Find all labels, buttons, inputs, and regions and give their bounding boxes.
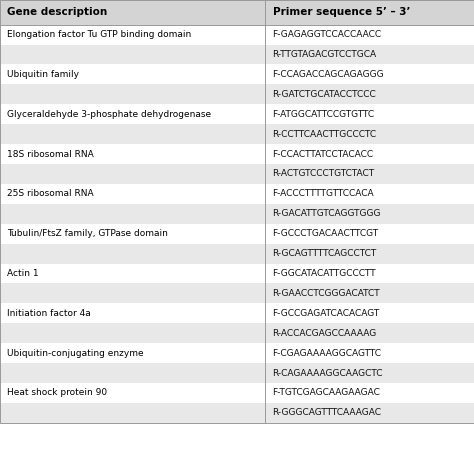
Bar xyxy=(265,45,474,64)
Bar xyxy=(265,264,474,283)
Bar xyxy=(0,264,265,283)
Text: F-ATGGCATTCCGTGTTC: F-ATGGCATTCCGTGTTC xyxy=(273,110,374,118)
Bar xyxy=(0,343,265,363)
Bar xyxy=(265,144,474,164)
Text: R-GGGCAGTTTCAAAGAC: R-GGGCAGTTTCAAAGAC xyxy=(273,409,382,417)
Bar xyxy=(265,104,474,124)
Text: R-TTGTAGACGTCCTGCA: R-TTGTAGACGTCCTGCA xyxy=(273,50,377,59)
Bar xyxy=(265,224,474,244)
Text: R-ACCACGAGCCAAAAG: R-ACCACGAGCCAAAAG xyxy=(273,329,377,337)
Bar xyxy=(265,164,474,184)
Text: Heat shock protein 90: Heat shock protein 90 xyxy=(7,389,107,397)
Text: F-CCACTTATCCTACACC: F-CCACTTATCCTACACC xyxy=(273,150,374,158)
Text: R-CAGAAAAGGCAAGCTC: R-CAGAAAAGGCAAGCTC xyxy=(273,369,383,377)
Bar xyxy=(265,25,474,45)
Text: Elongation factor Tu GTP binding domain: Elongation factor Tu GTP binding domain xyxy=(7,30,191,39)
Bar xyxy=(0,303,265,323)
Bar xyxy=(265,383,474,403)
Text: F-TGTCGAGCAAGAAGAC: F-TGTCGAGCAAGAAGAC xyxy=(273,389,381,397)
Text: F-GGCATACATTGCCCTT: F-GGCATACATTGCCCTT xyxy=(273,269,376,278)
Bar xyxy=(0,25,265,45)
Text: R-GATCTGCATACCTCCC: R-GATCTGCATACCTCCC xyxy=(273,90,376,99)
Text: 18S ribosomal RNA: 18S ribosomal RNA xyxy=(7,150,94,158)
Bar xyxy=(0,363,265,383)
Bar xyxy=(265,363,474,383)
Text: F-GCCGAGATCACACAGT: F-GCCGAGATCACACAGT xyxy=(273,309,380,318)
Text: F-CGAGAAAAGGCAGTTC: F-CGAGAAAAGGCAGTTC xyxy=(273,349,382,357)
Bar xyxy=(0,164,265,184)
Bar xyxy=(265,303,474,323)
Bar xyxy=(0,0,474,25)
Bar xyxy=(0,64,265,84)
Text: Primer sequence 5’ – 3’: Primer sequence 5’ – 3’ xyxy=(273,7,410,18)
Text: F-GAGAGGTCCACCAACC: F-GAGAGGTCCACCAACC xyxy=(273,30,382,39)
Bar xyxy=(265,124,474,144)
Bar xyxy=(265,204,474,224)
Text: 25S ribosomal RNA: 25S ribosomal RNA xyxy=(7,190,94,198)
Bar xyxy=(0,84,265,104)
Bar xyxy=(0,124,265,144)
Bar xyxy=(0,144,265,164)
Bar xyxy=(0,184,265,204)
Text: R-GACATTGTCAGGTGGG: R-GACATTGTCAGGTGGG xyxy=(273,210,381,218)
Bar xyxy=(0,45,265,64)
Text: F-ACCCTTTTGTTCCACA: F-ACCCTTTTGTTCCACA xyxy=(273,190,374,198)
Text: R-CCTTCAACTTGCCCTC: R-CCTTCAACTTGCCCTC xyxy=(273,130,377,138)
Bar xyxy=(265,184,474,204)
Bar xyxy=(265,64,474,84)
Bar xyxy=(265,84,474,104)
Bar xyxy=(265,283,474,303)
Text: R-GCAGTTTTCAGCCTCT: R-GCAGTTTTCAGCCTCT xyxy=(273,249,377,258)
Bar xyxy=(265,403,474,423)
Bar xyxy=(0,104,265,124)
Bar xyxy=(265,323,474,343)
Bar xyxy=(265,343,474,363)
Text: Initiation factor 4a: Initiation factor 4a xyxy=(7,309,91,318)
Bar xyxy=(0,383,265,403)
Text: R-ACTGTCCCTGTCTACT: R-ACTGTCCCTGTCTACT xyxy=(273,170,374,178)
Text: Actin 1: Actin 1 xyxy=(7,269,39,278)
Bar xyxy=(0,204,265,224)
Bar xyxy=(0,224,265,244)
Bar xyxy=(0,0,474,423)
Bar xyxy=(0,323,265,343)
Text: R-GAACCTCGGGACATCT: R-GAACCTCGGGACATCT xyxy=(273,289,380,298)
Text: F-GCCCTGACAACTTCGT: F-GCCCTGACAACTTCGT xyxy=(273,229,379,238)
Text: F-CCAGACCAGCAGAGGG: F-CCAGACCAGCAGAGGG xyxy=(273,70,384,79)
Bar xyxy=(0,244,265,264)
Bar xyxy=(265,244,474,264)
Text: Ubiquitin family: Ubiquitin family xyxy=(7,70,79,79)
Text: Tubulin/FtsZ family, GTPase domain: Tubulin/FtsZ family, GTPase domain xyxy=(7,229,168,238)
Text: Glyceraldehyde 3-phosphate dehydrogenase: Glyceraldehyde 3-phosphate dehydrogenase xyxy=(7,110,211,118)
Text: Ubiquitin-conjugating enzyme: Ubiquitin-conjugating enzyme xyxy=(7,349,144,357)
Text: Gene description: Gene description xyxy=(7,7,107,18)
Bar xyxy=(0,403,265,423)
Bar xyxy=(0,283,265,303)
